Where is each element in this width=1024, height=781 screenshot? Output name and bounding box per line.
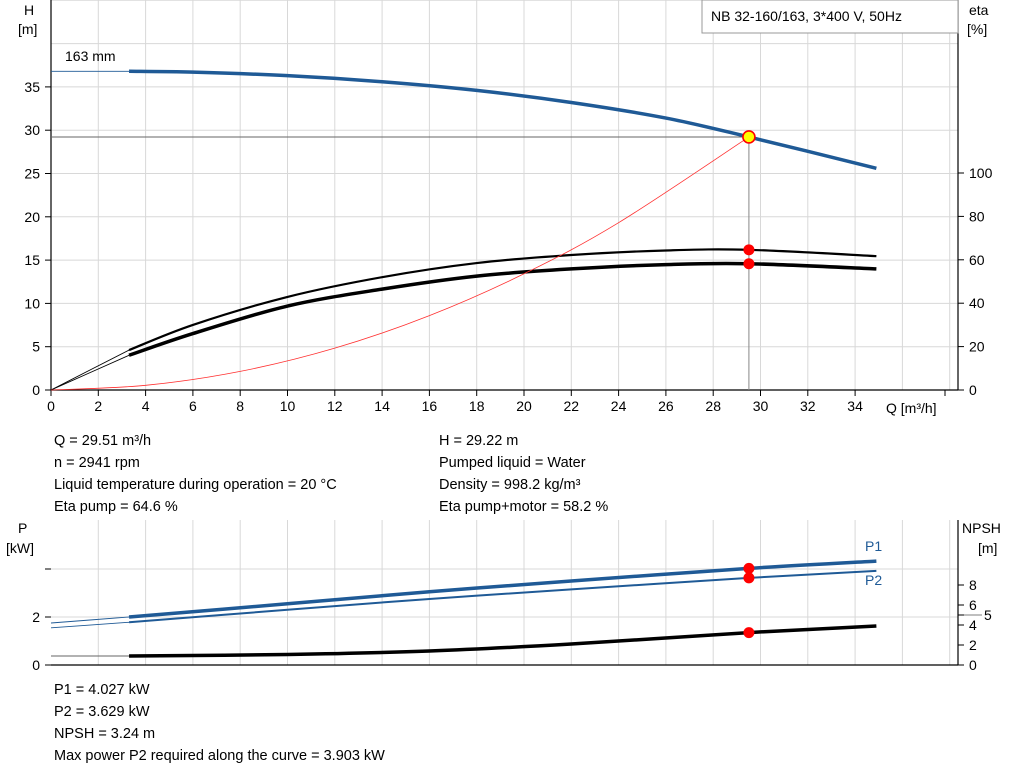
info-temperature: Liquid temperature during operation = 20… — [54, 477, 337, 493]
y2-axis-label-npsh: NPSH — [962, 520, 1001, 536]
info-npsh: NPSH = 3.24 m — [54, 726, 155, 742]
info-liquid: Pumped liquid = Water — [439, 455, 586, 471]
y-tick-label: 25 — [24, 166, 40, 182]
x-tick-label: 8 — [236, 398, 244, 414]
x-tick-label: 22 — [564, 398, 580, 414]
y-tick-label: 20 — [24, 209, 40, 225]
y2-tick-label: 80 — [969, 208, 985, 224]
eta-pump-motor-curve — [128, 261, 877, 357]
p2-marker — [743, 572, 755, 584]
NPSH-curve — [129, 624, 877, 658]
y-axis-unit-p: [kW] — [6, 540, 34, 556]
grid-top — [51, 0, 958, 390]
info-p2: P2 = 3.629 kW — [54, 704, 150, 720]
info-speed: n = 2941 rpm — [54, 455, 140, 471]
y2-tick-label: 0 — [969, 382, 977, 398]
info-flow: Q = 29.51 m³/h — [54, 433, 151, 449]
x-tick-label: 0 — [47, 398, 55, 414]
grid-bottom — [51, 520, 958, 665]
x-tick-label: 32 — [800, 398, 816, 414]
y-tick-label: 0 — [32, 382, 40, 398]
y2-tick-label: 5 — [984, 607, 992, 623]
P2-curve — [128, 569, 877, 624]
y2-axis-unit-npsh: [m] — [978, 540, 997, 556]
title-box — [701, 0, 959, 34]
info-p1: P1 = 4.027 kW — [54, 682, 150, 698]
x-axis-label: Q [m³/h] — [886, 400, 937, 416]
x-tick-label: 30 — [753, 398, 769, 414]
duty-point-markers — [742, 130, 756, 639]
info-bottom: P1 = 4.027 kW P2 = 3.629 kW NPSH = 3.24 … — [54, 682, 385, 764]
eta-pump-motor-marker — [743, 258, 755, 270]
y2-tick-label: 4 — [969, 617, 977, 633]
info-top-right: H = 29.22 m Pumped liquid = Water Densit… — [439, 433, 608, 515]
P2-extension — [50, 621, 130, 629]
x-tick-label: 14 — [374, 398, 390, 414]
legend-p2: P2 — [865, 572, 882, 588]
x-tick-label: 10 — [280, 398, 296, 414]
y-tick-label: 10 — [24, 295, 40, 311]
y2-axis-label-eta: eta — [969, 2, 989, 18]
x-tick-label: 16 — [422, 398, 438, 414]
P1-curve — [128, 559, 877, 619]
y-tick-label: 0 — [32, 657, 40, 673]
y-axis-label-h: H — [24, 2, 34, 18]
y2-tick-label: 40 — [969, 295, 985, 311]
eta-pump-marker — [743, 244, 755, 256]
info-eta-pump: Eta pump = 64.6 % — [54, 499, 178, 515]
x-tick-label: 18 — [469, 398, 485, 414]
y2-tick-label: 100 — [969, 165, 993, 181]
info-top-left: Q = 29.51 m³/h n = 2941 rpm Liquid tempe… — [54, 433, 337, 515]
x-tick-label: 24 — [611, 398, 627, 414]
info-eta-pump-motor: Eta pump+motor = 58.2 % — [439, 499, 608, 515]
y-axis-unit-h: [m] — [18, 21, 37, 37]
y-tick-label: 15 — [24, 252, 40, 268]
x-tick-label: 2 — [94, 398, 102, 414]
y2-tick-label: 20 — [969, 339, 985, 355]
x-tick-label: 6 — [189, 398, 197, 414]
x-tick-label: 34 — [847, 398, 863, 414]
info-max-power: Max power P2 required along the curve = … — [54, 748, 385, 764]
info-head: H = 29.22 m — [439, 433, 518, 449]
y-tick-label: 30 — [24, 122, 40, 138]
y2-tick-label: 8 — [969, 577, 977, 593]
y-tick-label: 35 — [24, 79, 40, 95]
x-tick-label: 28 — [705, 398, 721, 414]
y2-tick-label: 60 — [969, 252, 985, 268]
npsh-marker — [743, 627, 755, 639]
y-axis-label-p: P — [18, 520, 27, 536]
y-tick-label: 5 — [32, 339, 40, 355]
curve-annotation-diameter: 163 mm — [65, 48, 116, 64]
y2-axis-unit-eta: [%] — [967, 21, 987, 37]
eta-pump-extension — [50, 349, 130, 391]
p1-marker — [743, 562, 755, 574]
y2-tick-label: 6 — [969, 597, 977, 613]
system-curve-curve — [50, 136, 750, 391]
x-tick-label: 26 — [658, 398, 674, 414]
y-tick-label: 2 — [32, 609, 40, 625]
y2-tick-label: 0 — [969, 657, 977, 673]
x-tick-label: 20 — [516, 398, 532, 414]
y2-tick-label: 2 — [969, 637, 977, 653]
axes: 0 2 4 6 8 10 12 14 16 18 20 22 24 26 28 30 32 34051015202… — [24, 0, 993, 673]
chart-title: NB 32-160/163, 3*400 V, 50Hz — [711, 8, 902, 24]
x-tick-label: 4 — [142, 398, 150, 414]
x-tick-label: 12 — [327, 398, 343, 414]
eta-pump-motor-extension — [50, 354, 130, 391]
duty-point-marker — [742, 130, 756, 144]
head-curve — [129, 69, 877, 171]
eta-pump-curve — [128, 248, 877, 352]
legend-p1: P1 — [865, 538, 882, 554]
P1-extension — [50, 616, 130, 624]
info-density: Density = 998.2 kg/m³ — [439, 477, 581, 493]
curves — [50, 69, 877, 658]
